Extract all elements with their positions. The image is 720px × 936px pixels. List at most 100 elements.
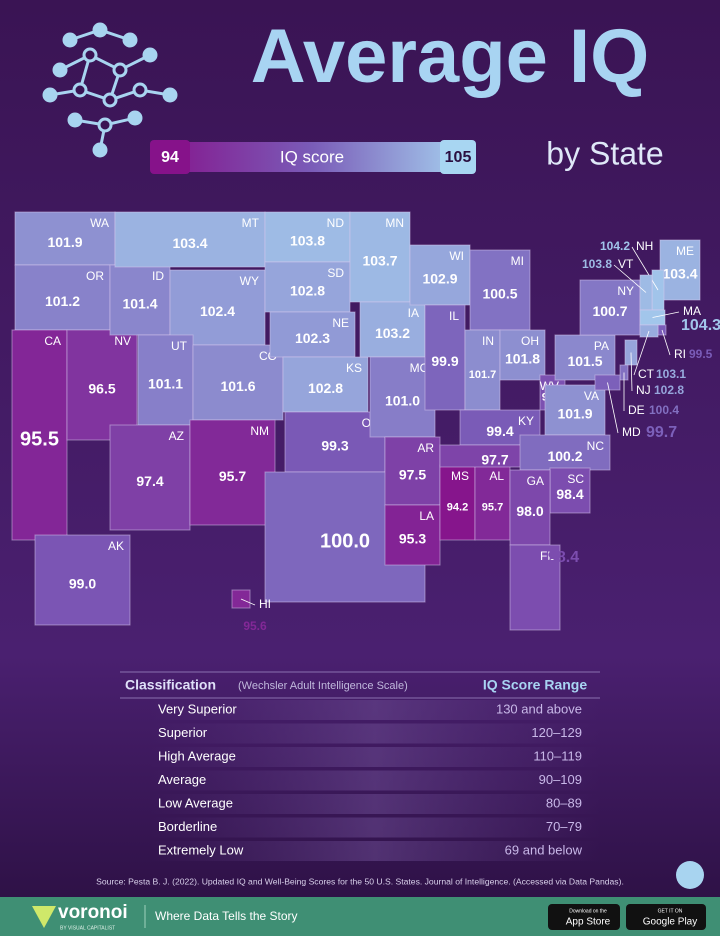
classification: Very Superior <box>158 701 237 716</box>
classification: Average <box>158 772 206 787</box>
state <box>66 329 138 441</box>
leader-line <box>652 311 680 318</box>
state-value: 99.5 <box>689 347 713 361</box>
state-abbr: MN <box>385 216 404 230</box>
state-value: 102.8 <box>290 283 325 299</box>
classification: High Average <box>158 748 236 763</box>
state-abbr: NH <box>636 239 653 253</box>
map: WA 101.9 OR 101.2 CA 95.5 NV 96.5 ID 101.4 MT 103.4… <box>11 211 720 633</box>
table-header-note: (Wechsler Adult Intelligence Scale) <box>238 680 408 692</box>
state <box>464 329 501 411</box>
state-abbr: IL <box>449 309 459 323</box>
subtitle: by State <box>546 135 663 171</box>
state-value: 99.7 <box>646 424 677 441</box>
legend-max: 105 <box>445 149 472 166</box>
score-range: 90–109 <box>539 772 582 787</box>
logo-mark <box>676 861 704 889</box>
state-value: 101.1 <box>148 376 183 392</box>
legend-min: 94 <box>161 149 179 166</box>
table-row <box>150 794 600 814</box>
state <box>114 211 266 268</box>
state-value: 97.5 <box>399 467 426 483</box>
state <box>554 334 616 381</box>
state-value: 94.2 <box>447 501 468 513</box>
state-value: 100.2 <box>547 448 582 464</box>
state-value: 99.3 <box>321 438 348 454</box>
google-play-badge[interactable] <box>626 904 706 930</box>
state <box>384 504 441 566</box>
classification: Low Average <box>158 795 233 810</box>
state-value: 98.4 <box>556 486 583 502</box>
table-header: Classification <box>125 677 216 693</box>
state-abbr: SC <box>567 472 584 486</box>
state-abbr: WA <box>90 216 109 230</box>
tagline: Where Data Tells the Story <box>155 909 298 923</box>
state-abbr: KS <box>346 361 362 375</box>
state-value: 100.0 <box>320 530 370 552</box>
app-store-badge[interactable] <box>548 904 620 930</box>
table-row <box>150 817 600 838</box>
state-value: 101.9 <box>47 234 82 250</box>
state-value: 97.4 <box>136 473 163 489</box>
state-abbr: ME <box>676 244 694 258</box>
table-header: IQ Score Range <box>483 677 587 693</box>
score-range: 70–79 <box>546 819 582 834</box>
state-abbr: MT <box>242 216 260 230</box>
state <box>384 436 441 506</box>
state-abbr: PA <box>594 339 609 353</box>
state-abbr: OH <box>521 334 539 348</box>
classification: Superior <box>158 725 208 740</box>
state-value: 103.1 <box>656 367 686 381</box>
state-value: 101.2 <box>45 293 80 309</box>
state-abbr: MO <box>410 361 429 375</box>
leader-line <box>661 329 671 356</box>
state-abbr: ND <box>327 216 345 230</box>
table-row <box>150 723 600 744</box>
state <box>34 534 131 626</box>
state <box>409 244 471 306</box>
state-value: 95.5 <box>20 428 59 450</box>
table-row <box>150 770 600 791</box>
state-value: 95.7 <box>482 501 503 513</box>
state-abbr: NY <box>617 284 634 298</box>
legend-max-box <box>440 140 476 174</box>
leader-line <box>240 598 256 606</box>
leader-line <box>607 382 619 434</box>
table-row <box>150 700 600 720</box>
state-abbr: VA <box>584 389 599 403</box>
state-abbr: OR <box>86 269 104 283</box>
state <box>439 464 476 541</box>
state <box>109 264 171 336</box>
state-value: 97.7 <box>481 452 508 468</box>
state-abbr: LA <box>419 509 434 523</box>
classification: Extremely Low <box>158 842 244 857</box>
state-abbr: CT <box>638 367 655 381</box>
state-value: 103.8 <box>290 233 325 249</box>
state-abbr: FL <box>540 549 554 563</box>
score-range: 120–129 <box>531 725 582 740</box>
leader-line <box>613 264 647 293</box>
state-value: 102.4 <box>200 303 235 319</box>
state-abbr: KY <box>518 414 534 428</box>
state-abbr: GA <box>527 474 544 488</box>
state-abbr: IA <box>408 306 419 320</box>
state-abbr: NE <box>332 316 349 330</box>
state-abbr: MA <box>683 304 701 318</box>
state-abbr: SD <box>327 266 344 280</box>
state-abbr: AR <box>417 441 434 455</box>
state-abbr: NJ <box>636 383 651 397</box>
state-abbr: AZ <box>169 429 184 443</box>
state-value: 103.2 <box>375 325 410 341</box>
state-abbr: UT <box>171 339 188 353</box>
state-value: 101.8 <box>505 351 540 367</box>
legend-min-box <box>150 140 190 174</box>
state-value: 95.7 <box>219 468 246 484</box>
brain-icon <box>42 22 178 158</box>
state-value: 101.0 <box>385 393 420 409</box>
brand-icon <box>32 906 56 928</box>
state-value: 102.3 <box>295 330 330 346</box>
state-value: 99.0 <box>69 576 96 592</box>
state-value: 103.4 <box>172 235 207 251</box>
state-abbr: WI <box>449 249 464 263</box>
state-value: 101.6 <box>220 378 255 394</box>
